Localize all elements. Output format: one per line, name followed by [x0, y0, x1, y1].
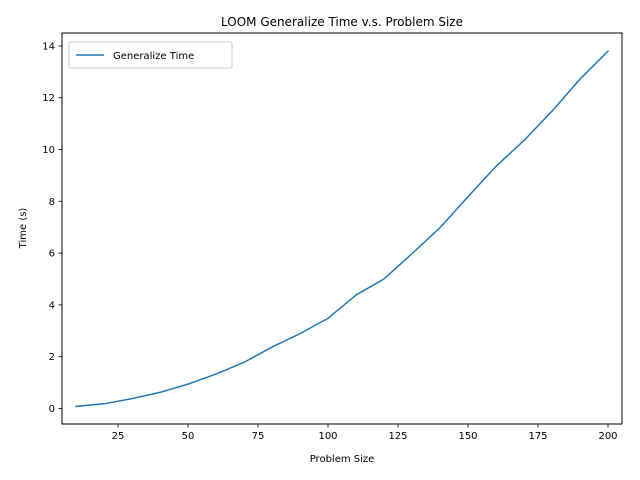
plot-frame — [61, 32, 623, 425]
legend-box — [68, 41, 233, 69]
x-tick-label: 100 — [318, 431, 337, 442]
y-tick-label: 0 — [49, 404, 55, 415]
series-line — [75, 50, 610, 408]
legend: Generalize Time — [68, 41, 233, 69]
y-axis: 0 2 4 6 8 10 12 14 — [42, 41, 62, 415]
x-axis-label: Problem Size — [310, 454, 375, 465]
x-tick-label: 150 — [458, 431, 477, 442]
y-tick-label: 2 — [49, 352, 55, 363]
y-tick-label: 8 — [49, 197, 55, 208]
plot-area: 25 50 75 100 125 150 175 200 0 2 4 6 8 10 12 14 — [42, 32, 623, 442]
y-axis-label: Time (s) — [18, 208, 29, 250]
y-tick-label: 4 — [49, 300, 55, 311]
y-tick-label: 14 — [42, 41, 55, 52]
legend-label: Generalize Time — [113, 51, 194, 62]
x-axis: 25 50 75 100 125 150 175 200 — [112, 424, 618, 442]
series-layer — [75, 50, 610, 408]
x-tick-label: 75 — [252, 431, 265, 442]
x-tick-label: 175 — [528, 431, 547, 442]
x-tick-label: 200 — [598, 431, 617, 442]
y-tick-label: 12 — [42, 93, 55, 104]
x-tick-label: 50 — [182, 431, 195, 442]
x-tick-label: 25 — [112, 431, 125, 442]
x-tick-label: 125 — [388, 431, 407, 442]
y-tick-label: 10 — [42, 145, 55, 156]
y-tick-label: 6 — [49, 249, 55, 260]
chart-title: LOOM Generalize Time v.s. Problem Size — [221, 15, 463, 29]
